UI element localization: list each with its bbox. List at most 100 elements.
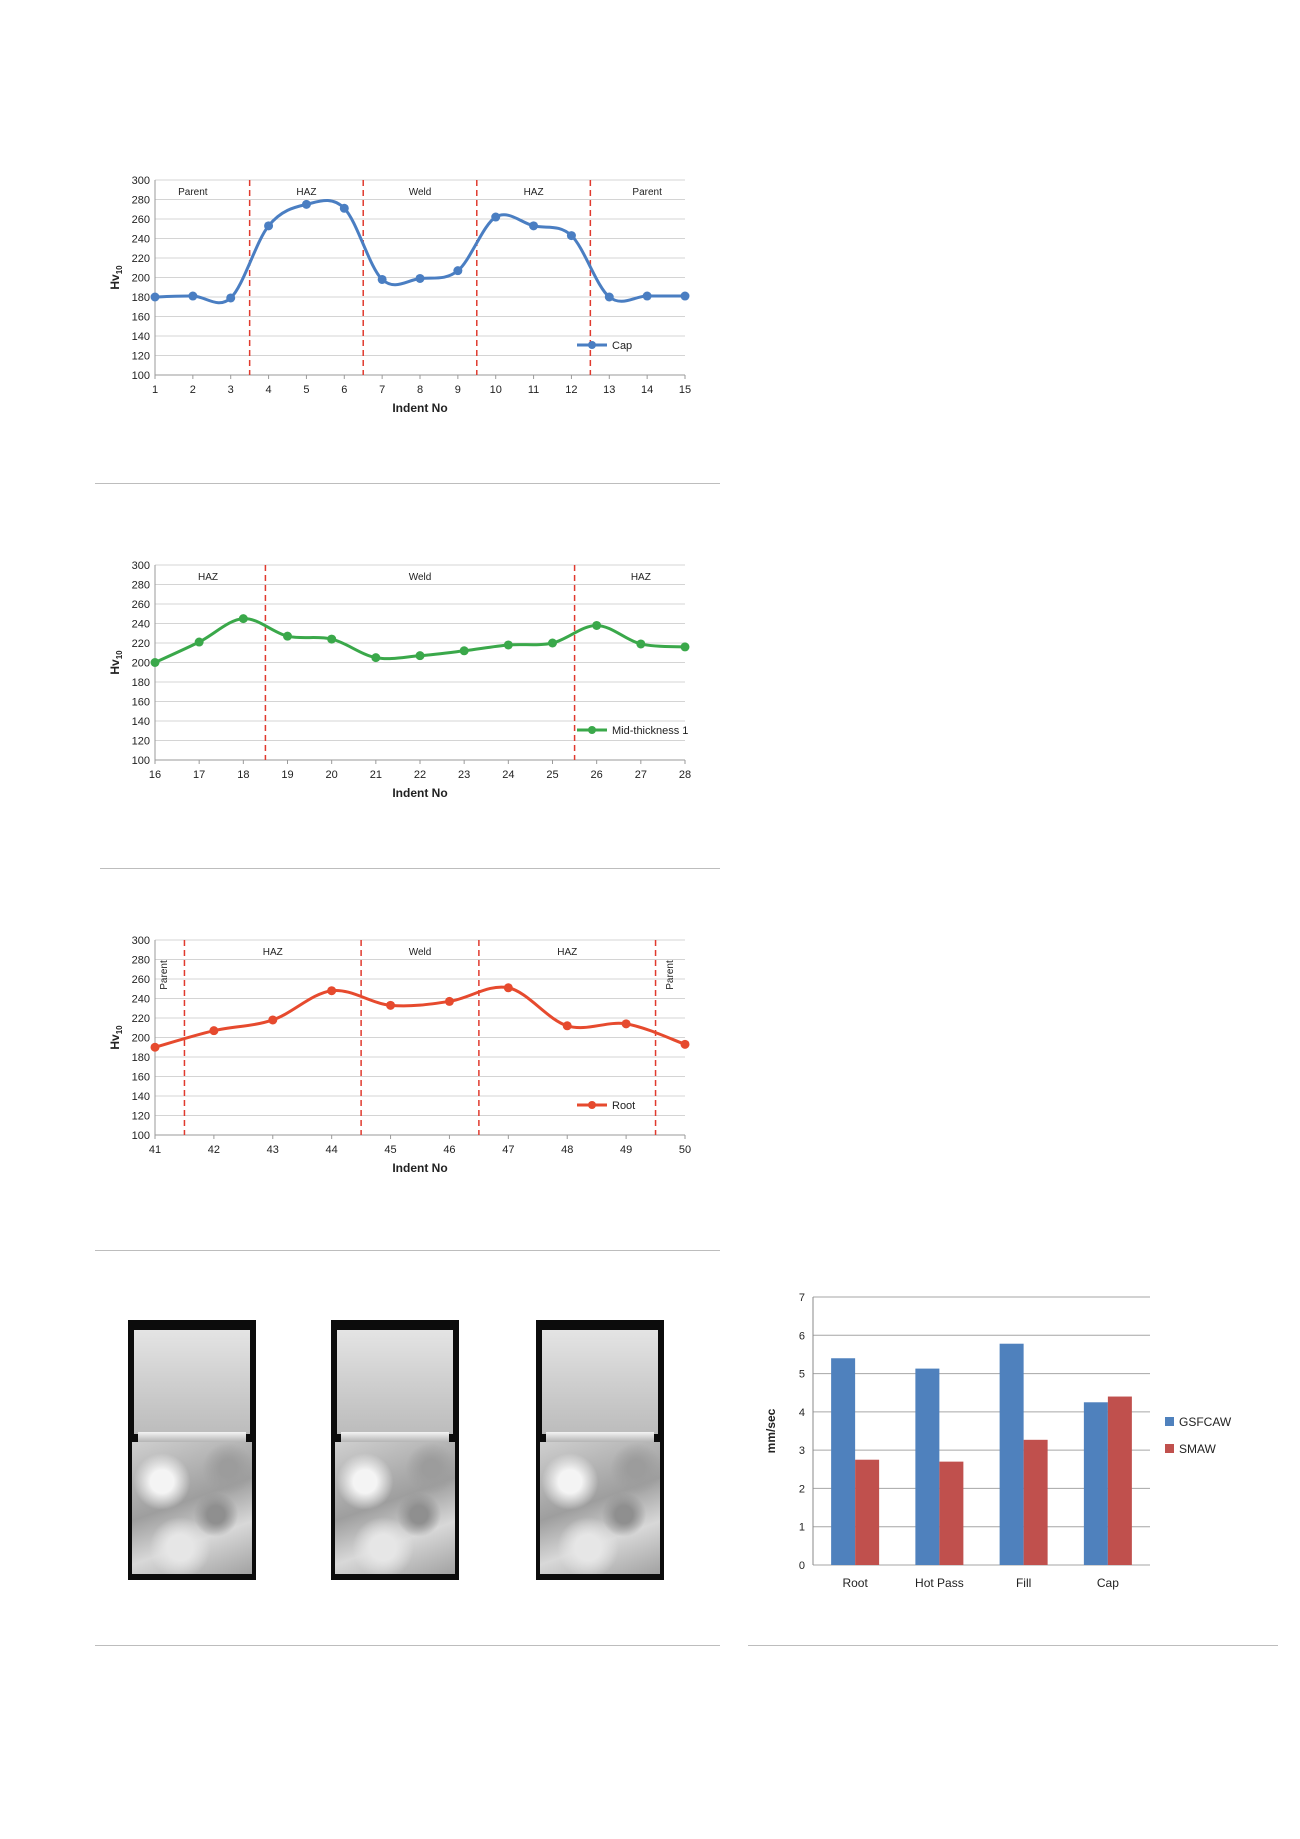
legend-label: GSFCAW: [1179, 1415, 1232, 1429]
bar: [915, 1368, 940, 1565]
legend-label: Mid-thickness 1: [612, 725, 688, 737]
data-point: [194, 637, 204, 647]
x-tick-label: 50: [679, 1144, 691, 1156]
x-tick-label: 1: [152, 384, 158, 396]
x-tick-label: 49: [620, 1144, 632, 1156]
data-point: [491, 212, 501, 222]
x-axis-label: Indent No: [392, 786, 447, 800]
data-point: [459, 646, 469, 656]
y-tick-label: 160: [132, 312, 150, 324]
x-tick-label: 24: [502, 769, 514, 781]
x-tick-label: 14: [641, 384, 653, 396]
data-point: [268, 1015, 278, 1025]
x-tick-label: 11: [528, 384, 539, 396]
data-point: [150, 292, 160, 302]
legend-swatch: [1165, 1444, 1174, 1453]
x-tick-label: 5: [303, 384, 309, 396]
x-tick-label: 26: [591, 769, 603, 781]
bar: [999, 1343, 1024, 1565]
data-point: [548, 638, 557, 648]
y-axis-label: mm/sec: [764, 1408, 778, 1453]
x-tick-label: 22: [414, 769, 426, 781]
zone-label: Weld: [409, 947, 432, 958]
zone-label: Parent: [665, 960, 676, 990]
x-tick-label: 16: [149, 769, 161, 781]
y-tick-label: 140: [132, 716, 150, 728]
bar: [939, 1461, 964, 1565]
mid-thickness-hardness-chart: 100 120 140 160 180 200 220 240 260 280 300 16 17 18 1…: [95, 560, 710, 835]
data-point: [283, 631, 292, 641]
y-tick-label: 220: [132, 1013, 150, 1025]
y-tick-label: 280: [132, 955, 150, 967]
y-tick-label: 100: [132, 370, 150, 382]
legend-swatch: [1165, 1417, 1174, 1426]
data-point: [371, 653, 381, 663]
legend-marker: [588, 1101, 596, 1109]
y-tick-label: 240: [132, 619, 150, 631]
data-point: [621, 1019, 631, 1029]
data-point: [264, 221, 274, 231]
y-tick-label: 6: [799, 1330, 805, 1342]
data-point: [188, 291, 198, 301]
bar: [1023, 1439, 1048, 1565]
data-point: [226, 293, 236, 303]
zone-label: HAZ: [557, 947, 577, 958]
y-tick-label: 120: [132, 1111, 150, 1123]
x-tick-label: 28: [679, 769, 691, 781]
y-tick-label: 140: [132, 1091, 150, 1103]
y-tick-label: 280: [132, 195, 150, 207]
x-tick-label: 17: [193, 769, 205, 781]
legend-label: Root: [612, 1100, 635, 1112]
zone-label: HAZ: [263, 947, 283, 958]
y-tick-label: 180: [132, 1052, 150, 1064]
y-tick-label: 280: [132, 580, 150, 592]
x-tick-label: 9: [455, 384, 461, 396]
y-tick-label: 160: [132, 697, 150, 709]
x-tick-label: 15: [679, 384, 691, 396]
separator-4: [95, 1645, 720, 1646]
separator-3: [95, 1250, 720, 1251]
legend-marker: [588, 341, 596, 349]
data-point: [642, 291, 652, 301]
y-tick-label: 200: [132, 273, 150, 285]
data-point: [301, 199, 311, 209]
x-tick-label: 4: [266, 384, 272, 396]
x-tick-label: 21: [370, 769, 382, 781]
x-tick-label: 46: [443, 1144, 455, 1156]
data-point: [377, 274, 387, 284]
zone-label: Weld: [409, 572, 432, 583]
x-tick-label: 8: [417, 384, 423, 396]
zone-label: Parent: [159, 960, 170, 990]
data-point: [150, 658, 160, 667]
bar: [831, 1358, 856, 1565]
data-point: [503, 640, 513, 650]
separator-1: [95, 483, 720, 484]
data-point: [636, 639, 646, 649]
legend-marker: [588, 726, 596, 734]
x-tick-label: 25: [546, 769, 558, 781]
x-tick-label: 18: [237, 769, 249, 781]
y-tick-label: 300: [132, 935, 150, 947]
y-tick-label: 300: [132, 175, 150, 187]
y-tick-label: 120: [132, 351, 150, 363]
x-tick-label: 19: [281, 769, 293, 781]
data-point: [529, 221, 539, 231]
x-tick-label: 42: [208, 1144, 220, 1156]
fracture-specimen-1: [128, 1320, 256, 1580]
root-hardness-plot: 100 120 140 160 180 200 220 240 260 280 300 41 42 43 4…: [108, 935, 691, 1175]
bar: [1083, 1402, 1108, 1565]
root-hardness-chart: 100 120 140 160 180 200 220 240 260 280 300 41 42 43 4…: [95, 935, 710, 1210]
y-tick-label: 120: [132, 736, 150, 748]
series-line: [154, 985, 686, 1049]
data-point: [604, 292, 614, 302]
zone-label: Weld: [409, 187, 432, 198]
y-tick-label: 180: [132, 677, 150, 689]
y-axis-label: Hv10: [108, 1025, 124, 1050]
y-tick-label: 220: [132, 638, 150, 650]
bar: [1107, 1396, 1132, 1565]
y-tick-label: 100: [132, 755, 150, 767]
x-tick-label: 20: [326, 769, 338, 781]
data-point: [680, 642, 690, 652]
travel-speed-chart: 0 1 2 3 4 5 6 7 Root Hot Pass Fill Cap mm/sec GSFCAW S…: [755, 1285, 1255, 1620]
x-tick-label: 47: [502, 1144, 514, 1156]
